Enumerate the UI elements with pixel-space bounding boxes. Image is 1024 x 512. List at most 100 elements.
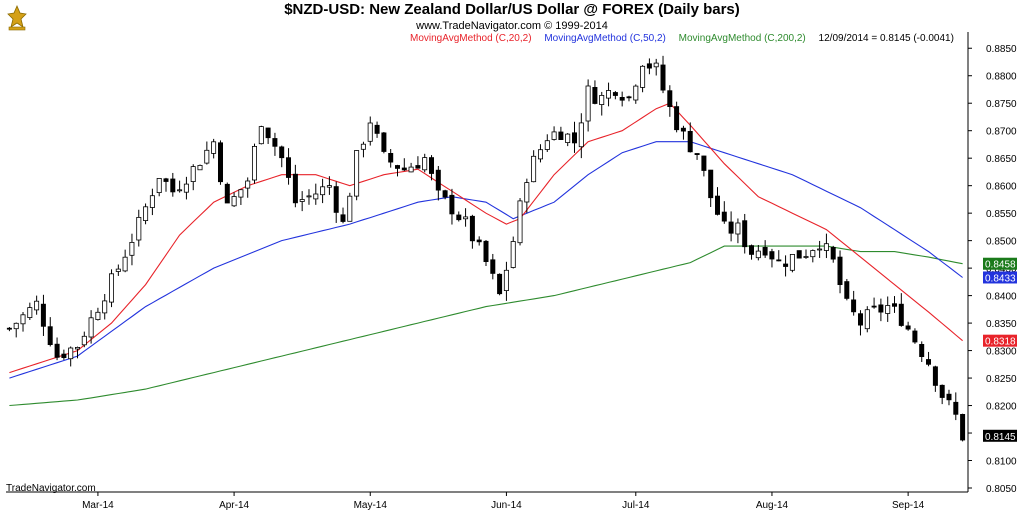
price-tick-label: 0.8350 [986,319,1017,330]
value-label-box [983,271,1017,284]
price-axis: 0.8850 0.8800 0.8750 0.8700 0.8650 0.8600 0.85… [967,32,1017,495]
price-tick-label: 0.8750 [986,99,1017,110]
candle-body [435,169,441,191]
candle-body [299,199,305,202]
candle-body [354,150,360,197]
candle-body [224,183,230,204]
price-tick-label: 0.8650 [986,154,1017,165]
candle-body [599,95,605,106]
date-axis: Mar-14 Apr-14 May-14 Jun-14 Jul-14 Aug-14 Sep-… [6,491,968,511]
candle-body [422,157,428,171]
price-tick-label: 0.8600 [986,182,1017,193]
candle-body [851,299,857,313]
price-tick-label: 0.8700 [986,127,1017,138]
ma200-line [9,245,963,407]
value-label-close: 0.8145 [985,432,1016,443]
candle-body [926,359,932,365]
candle-body [953,401,959,415]
value-label-box [983,334,1017,347]
candle-body [306,195,312,198]
candle-body [742,220,748,248]
candle-body [503,269,509,291]
candle-body [932,366,938,386]
candle-body [660,64,666,91]
candle-body [231,196,237,207]
candle-body [156,177,162,193]
candle-body [892,303,898,307]
ma50-line [9,141,963,379]
date-tick-label: Jun-14 [491,500,522,511]
candle-body [762,246,768,256]
candle-body [102,300,108,314]
candle-body [735,222,741,235]
candle-body [578,122,584,148]
candle-body [776,259,782,262]
candle-body [844,281,850,299]
candle-body [640,65,646,88]
candle-body [544,140,550,150]
candle-body [960,413,966,441]
price-tick-label: 0.8400 [986,292,1017,303]
candle-body [197,164,203,171]
footer-brand: TradeNavigator.com [6,483,96,494]
candle-body [612,92,618,96]
indicator-legend: MovingAvgMethod (C,20,2) MovingAvgMethod… [410,33,964,44]
ma200-path [9,245,963,407]
ma20-line [9,102,963,374]
candle-body [510,241,516,268]
candle-body [320,186,326,196]
candle-body [667,90,673,107]
date-tick-label: Apr-14 [219,500,249,511]
date-tick-label: Sep-14 [892,500,925,511]
candle-body [190,166,196,183]
price-tick-label: 0.8850 [986,44,1017,55]
trade-navigator-logo-icon [4,4,30,32]
candle-body [905,325,911,330]
candle-body [408,166,414,173]
candle-body [885,305,891,314]
candle-body [626,96,632,99]
candle-body [428,157,434,174]
price-tick-label: 0.8100 [986,457,1017,468]
candle-body [109,273,115,303]
candle-body [204,149,210,164]
candle-body [6,327,12,330]
legend-ma50: MovingAvgMethod (C,50,2) [544,33,666,44]
candle-body [858,313,864,326]
candle-body [136,216,142,241]
candle-body [476,239,482,243]
candle-body [517,200,523,244]
price-tick-label: 0.8550 [986,209,1017,220]
candle-body [680,127,686,132]
candle-body [769,251,775,260]
candle-body [374,124,380,134]
candlesticks [6,55,966,442]
candle-body [381,132,387,152]
legend-ma200: MovingAvgMethod (C,200,2) [678,33,806,44]
candle-body [143,206,149,222]
candle-body [47,326,53,346]
candle-body [251,145,257,181]
candle-body [796,250,802,259]
candle-body [265,127,271,139]
value-label-ma200: 0.8458 [985,260,1016,271]
date-tick-label: May-14 [354,500,388,511]
candle-body [701,155,707,171]
candle-body [163,178,169,182]
candle-body [340,214,346,222]
candle-body [313,193,319,200]
candle-body [394,165,400,169]
date-tick-label: Jul-14 [622,500,650,511]
candle-body [687,130,693,153]
candle-body [653,62,659,68]
candle-body [456,214,462,221]
candle-body [789,253,795,271]
candle-body [708,169,714,199]
candle-body [183,183,189,193]
candle-body [919,343,925,357]
value-label-ma20: 0.8318 [985,337,1016,348]
candle-body [34,300,40,311]
value-label-ma50: 0.8433 [985,273,1016,284]
candle-body [292,173,298,204]
candle-body [95,311,101,320]
